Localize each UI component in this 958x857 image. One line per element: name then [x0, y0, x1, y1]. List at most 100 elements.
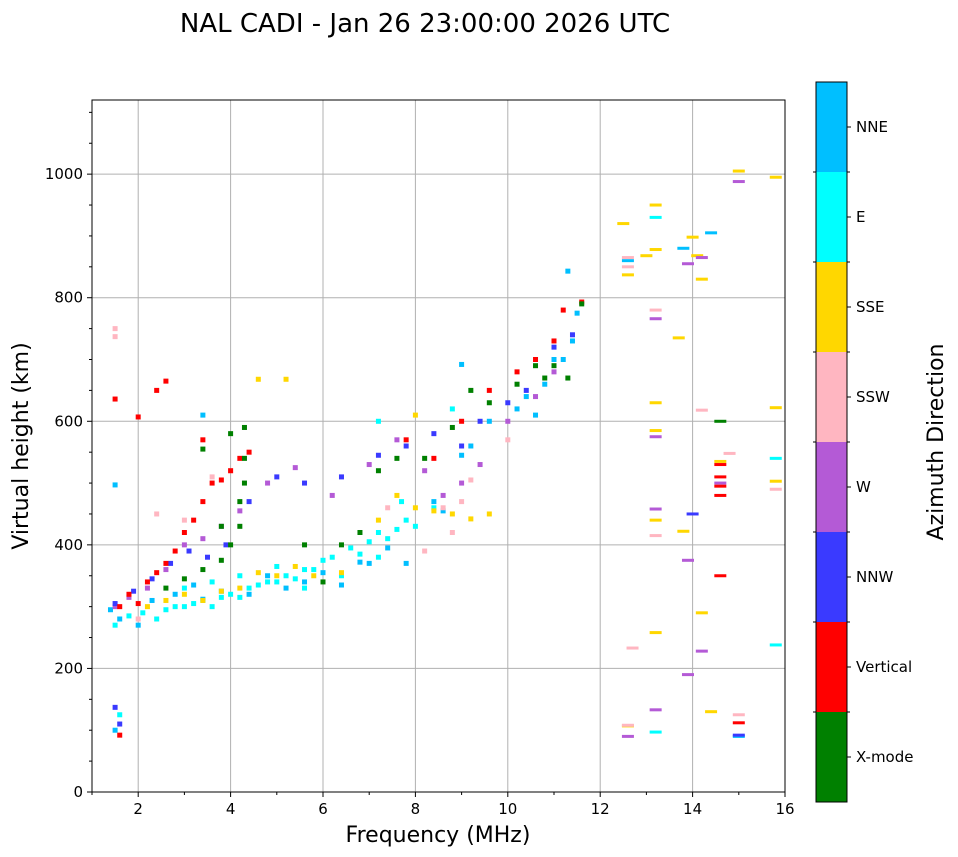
data-point-e — [375, 530, 381, 535]
data-point-nnw — [551, 344, 557, 350]
data-point-ssw — [440, 505, 446, 511]
data-point-nne — [172, 591, 178, 597]
data-point-vertical — [246, 449, 252, 455]
data-point-w — [126, 594, 132, 600]
data-point-x-mode — [200, 567, 206, 573]
data-point-nnw — [523, 387, 529, 393]
data-point-ssw — [209, 474, 215, 480]
data-point-e — [274, 563, 280, 569]
data-point-e — [357, 551, 363, 557]
data-point-ssw — [732, 713, 745, 717]
data-point-x-mode — [551, 363, 557, 369]
data-point-e — [329, 554, 335, 560]
data-point-nnw — [302, 480, 308, 486]
data-point-vertical — [181, 530, 187, 535]
data-point-w — [621, 734, 634, 738]
data-point-ssw — [626, 646, 639, 650]
data-point-sse — [412, 505, 418, 511]
data-point-sse — [686, 235, 699, 239]
data-point-nne — [246, 591, 252, 597]
x-tick-label: 4 — [226, 800, 236, 818]
data-point-nne — [468, 443, 474, 449]
x-tick-label: 10 — [498, 800, 517, 818]
data-point-x-mode — [514, 381, 520, 387]
data-point-e — [209, 579, 215, 585]
data-point-nnw — [168, 560, 174, 566]
data-point-nne — [569, 338, 575, 344]
data-point-ssw — [112, 334, 118, 340]
data-point-nne — [705, 231, 718, 235]
data-point-nnw — [274, 474, 280, 480]
data-point-e — [412, 523, 418, 529]
y-tick-label: 800 — [54, 289, 83, 307]
data-point-nne — [621, 259, 634, 263]
data-point-w — [163, 567, 169, 573]
colorbar-segment — [816, 172, 847, 262]
colorbar-segment — [816, 532, 847, 622]
data-point-nnw — [246, 499, 252, 505]
data-point-x-mode — [422, 455, 428, 461]
data-point-nne — [338, 582, 344, 588]
data-point-e — [403, 517, 409, 523]
data-point-nne — [117, 616, 123, 622]
data-point-nnw — [131, 588, 137, 594]
data-point-nne — [551, 357, 557, 362]
colorbar-tick-label: NNE — [856, 118, 888, 136]
data-point-ssw — [181, 517, 187, 523]
data-point-sse — [375, 517, 381, 523]
data-point-ssw — [621, 256, 634, 260]
data-point-w — [200, 536, 206, 542]
data-point-w — [649, 435, 662, 439]
data-point-vertical — [486, 387, 492, 393]
data-point-nne — [459, 452, 465, 458]
data-point-w — [422, 468, 428, 474]
data-point-x-mode — [375, 468, 381, 474]
data-point-sse — [621, 273, 634, 277]
data-point-e — [140, 610, 146, 616]
colorbar-tick-label: SSE — [856, 298, 885, 316]
data-point-w — [533, 394, 539, 400]
data-point-sse — [695, 277, 708, 281]
data-point-vertical — [135, 601, 141, 607]
data-point-w — [394, 437, 400, 443]
data-point-x-mode — [542, 375, 548, 381]
y-tick-label: 1000 — [45, 165, 83, 183]
colorbar-tick-label: E — [856, 208, 865, 226]
data-point-nne — [112, 727, 118, 733]
colorbar-label: Azimuth Direction — [924, 343, 949, 540]
data-point-sse — [163, 597, 169, 603]
data-point-nnw — [149, 576, 155, 582]
data-point-nne — [560, 357, 566, 362]
data-point-w — [551, 369, 557, 375]
colorbar-segment — [816, 82, 847, 172]
data-point-nnw — [112, 601, 118, 607]
data-point-nne — [514, 406, 520, 412]
data-point-vertical — [714, 463, 727, 467]
data-point-vertical — [431, 455, 437, 461]
data-point-sse — [769, 175, 782, 179]
data-point-x-mode — [449, 424, 455, 430]
colorbar-segment — [816, 262, 847, 352]
colorbar: X-mode Vertical NNW W SSW SSE E NNE — [813, 81, 913, 803]
data-point-nnw — [431, 431, 437, 437]
data-point-sse — [144, 604, 150, 610]
data-point-nnw — [732, 733, 745, 737]
x-tick-label: 6 — [318, 800, 328, 818]
data-point-ssw — [135, 616, 141, 622]
data-point-nne — [107, 607, 113, 613]
data-point-e — [449, 406, 455, 412]
data-point-x-mode — [218, 523, 224, 529]
data-point-ssw — [449, 530, 455, 535]
data-point-sse — [237, 585, 243, 591]
data-point-nne — [574, 310, 580, 316]
data-point-x-mode — [357, 530, 363, 535]
x-axis-label: Frequency (MHz) — [346, 823, 531, 848]
data-point-nne — [565, 268, 571, 274]
data-point-e — [375, 418, 381, 424]
data-point-sse — [691, 254, 704, 258]
data-point-e — [246, 585, 252, 591]
data-point-x-mode — [714, 419, 727, 423]
data-point-sse — [394, 492, 400, 498]
colorbar-tick-label: SSW — [856, 388, 890, 406]
data-point-sse — [255, 570, 261, 576]
